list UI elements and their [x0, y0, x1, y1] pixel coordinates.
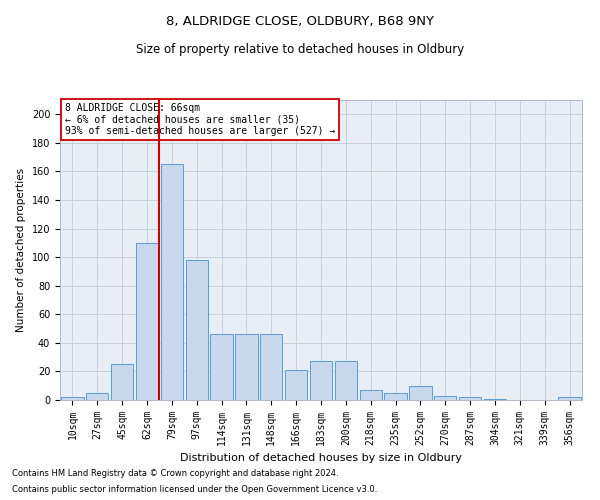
Text: Contains public sector information licensed under the Open Government Licence v3: Contains public sector information licen… [12, 485, 377, 494]
Y-axis label: Number of detached properties: Number of detached properties [16, 168, 26, 332]
Bar [434, 396, 457, 400]
Bar [211, 334, 233, 400]
Bar [409, 386, 431, 400]
Bar [86, 393, 109, 400]
Bar [559, 397, 581, 400]
Bar [235, 334, 257, 400]
Bar [185, 260, 208, 400]
Text: 8, ALDRIDGE CLOSE, OLDBURY, B68 9NY: 8, ALDRIDGE CLOSE, OLDBURY, B68 9NY [166, 15, 434, 28]
Bar [484, 398, 506, 400]
Bar [310, 362, 332, 400]
Bar [111, 364, 133, 400]
Bar [260, 334, 283, 400]
Bar [285, 370, 307, 400]
Bar [61, 397, 83, 400]
Text: Size of property relative to detached houses in Oldbury: Size of property relative to detached ho… [136, 42, 464, 56]
Bar [136, 243, 158, 400]
Bar [385, 393, 407, 400]
Text: 8 ALDRIDGE CLOSE: 66sqm
← 6% of detached houses are smaller (35)
93% of semi-det: 8 ALDRIDGE CLOSE: 66sqm ← 6% of detached… [65, 103, 335, 136]
Bar [335, 362, 357, 400]
Bar [161, 164, 183, 400]
Bar [459, 397, 481, 400]
Text: Contains HM Land Registry data © Crown copyright and database right 2024.: Contains HM Land Registry data © Crown c… [12, 468, 338, 477]
X-axis label: Distribution of detached houses by size in Oldbury: Distribution of detached houses by size … [180, 454, 462, 464]
Bar [359, 390, 382, 400]
